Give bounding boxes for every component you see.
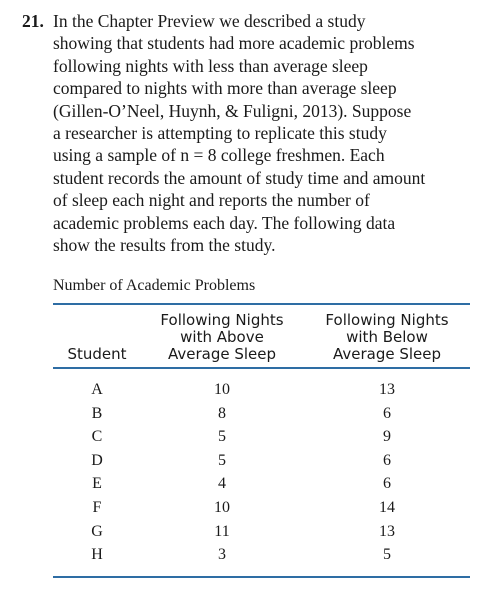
student-cell: F bbox=[92, 498, 102, 516]
table-row: C 5 9 bbox=[53, 425, 470, 449]
below-average-cell: 5 bbox=[383, 546, 391, 564]
column-header-student: Student bbox=[67, 345, 127, 363]
above-average-cell: 3 bbox=[218, 546, 226, 564]
below-average-cell: 6 bbox=[383, 451, 391, 469]
table-caption: Number of Academic Problems bbox=[53, 277, 256, 294]
table-row: A 10 13 bbox=[53, 378, 470, 402]
above-average-cell: 10 bbox=[214, 498, 230, 516]
student-cell: B bbox=[91, 404, 103, 422]
problem-21: 21. In the Chapter Preview we described … bbox=[22, 10, 482, 256]
below-average-cell: 13 bbox=[379, 522, 395, 540]
below-average-cell: 9 bbox=[383, 428, 391, 446]
below-average-cell: 14 bbox=[379, 498, 395, 516]
above-average-cell: 8 bbox=[218, 404, 226, 422]
student-cell: D bbox=[91, 451, 103, 469]
above-average-cell: 11 bbox=[214, 522, 230, 540]
above-average-cell: 5 bbox=[218, 428, 226, 446]
above-average-cell: 10 bbox=[214, 381, 230, 398]
problem-text: In the Chapter Preview we described a st… bbox=[53, 11, 426, 256]
student-cell: H bbox=[91, 546, 103, 564]
student-cell: G bbox=[91, 522, 103, 540]
problem-number: 21. bbox=[22, 11, 44, 31]
table-row: G 11 13 bbox=[53, 520, 470, 544]
table-row: E 4 6 bbox=[53, 472, 470, 496]
table-row: H 3 5 bbox=[53, 543, 470, 567]
table-row: F 10 14 bbox=[53, 496, 470, 520]
above-average-cell: 4 bbox=[218, 475, 226, 493]
column-header-above-average-sleep: Following Nights with Above Average Slee… bbox=[160, 311, 284, 363]
below-average-cell: 13 bbox=[379, 381, 395, 398]
table-row: B 8 6 bbox=[53, 402, 470, 426]
above-average-cell: 5 bbox=[218, 451, 226, 469]
below-average-cell: 6 bbox=[383, 404, 391, 422]
student-cell: A bbox=[91, 381, 103, 398]
table-header-rule bbox=[53, 367, 470, 369]
below-average-cell: 6 bbox=[383, 475, 391, 493]
column-header-below-average-sleep: Following Nights with Below Average Slee… bbox=[325, 311, 449, 363]
table-bottom-rule bbox=[53, 576, 470, 578]
table-top-rule bbox=[53, 303, 470, 305]
table-row: D 5 6 bbox=[53, 449, 470, 473]
student-cell: E bbox=[92, 475, 102, 493]
student-cell: C bbox=[91, 428, 103, 446]
table-body: A 10 13 B 8 6 C 5 9 D 5 6 E 4 6 F 10 14 … bbox=[53, 378, 470, 567]
